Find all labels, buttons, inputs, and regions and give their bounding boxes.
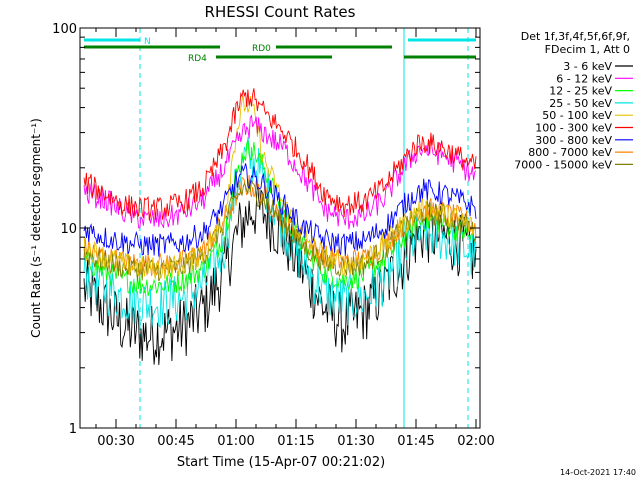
legend-entry-label: 800 - 7000 keV [528,146,612,159]
legend-entry-label: 300 - 800 keV [535,134,612,147]
x-tick-label: 00:45 [157,434,194,449]
legend-entry-label: 50 - 100 keV [542,109,612,122]
x-tick-label: 01:30 [337,434,374,449]
flag-label-rd0: RD0 [252,44,271,54]
legend-header-line-1: Det 1f,3f,4f,5f,6f,9f, [521,30,630,43]
footer-date: 14-Oct-2021 17:40 [560,468,636,477]
x-tick-label: 01:45 [397,434,434,449]
legend-entry-label: 3 - 6 keV [563,60,612,73]
y-tick-label: 10 [60,222,77,237]
series-line-6 [83,163,477,257]
flag-label-rd4: RD4 [188,54,207,64]
x-axis-label: Start Time (15-Apr-07 00:21:02) [177,455,385,470]
x-tick-label: 01:00 [217,434,254,449]
legend-entry-label: 6 - 12 keV [556,72,612,85]
legend-header-line-2: FDecim 1, Att 0 [545,43,630,56]
plot-area: N RD0 RD4 [83,28,477,428]
legend: Det 1f,3f,4f,5f,6f,9f, FDecim 1, Att 0 3… [514,30,633,171]
legend-entry-label: 12 - 25 keV [549,85,612,98]
flag-label-n: N [144,37,151,47]
series-line-5 [83,88,477,221]
x-tick-label: 02:00 [457,434,494,449]
legend-entry-label: 100 - 300 keV [535,122,612,135]
legend-entry-label: 7000 - 15000 keV [514,158,612,171]
x-tick-label: 00:30 [97,434,134,449]
y-axis-label: Count Rate (s⁻¹ detector segment⁻¹) [29,118,43,338]
y-tick-label: 100 [52,22,77,37]
x-axis-ticks: 00:30 00:45 01:00 01:15 01:30 01:45 02:00 [95,28,495,449]
legend-entry-label: 25 - 50 keV [549,97,612,110]
y-axis-ticks: 1 10 100 [52,22,480,437]
x-tick-label: 01:15 [277,434,314,449]
y-tick-label: 1 [69,422,77,437]
chart-title: RHESSI Count Rates [205,3,356,21]
